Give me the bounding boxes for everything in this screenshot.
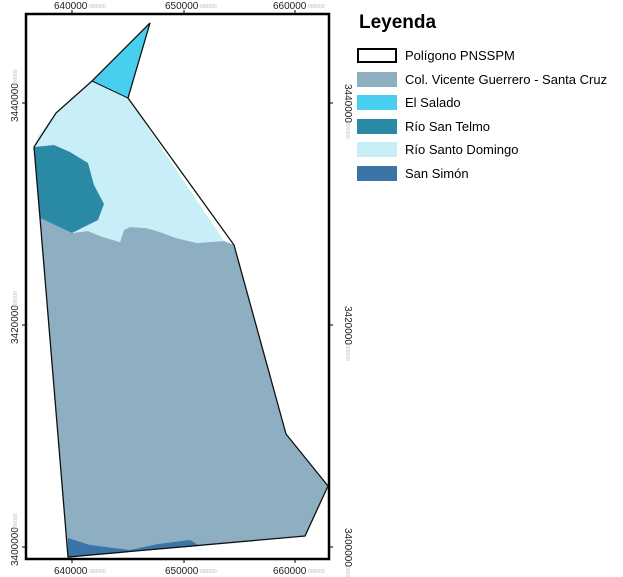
legend-label: El Salado [405, 95, 461, 110]
bottom-ticks [71, 559, 296, 563]
legend-swatch [357, 165, 397, 181]
legend-label: Río Santo Domingo [405, 142, 519, 157]
y-tick-right-1: 3440000 [342, 84, 353, 123]
legend-item: Río San Telmo [357, 118, 623, 135]
region-rio-santo-domingo [34, 81, 224, 243]
x-tick-bottom-3: 660000 [273, 566, 307, 577]
region-vicente-guerrero-santa-cruz [40, 218, 328, 557]
legend-item: Río Santo Domingo [357, 141, 623, 158]
x-tick-top-1-suffix: 000000 [89, 4, 106, 10]
y-tick-right-3: 3400000 [342, 528, 353, 567]
x-tick-bottom-2-suffix: 000000 [200, 569, 217, 575]
legend-item: Polígono PNSSPM [357, 47, 623, 64]
x-tick-top-3: 660000 [273, 1, 307, 12]
y-tick-left-2-suffix: 000000 [13, 291, 19, 308]
x-tick-bottom-2: 650000 [165, 566, 199, 577]
legend-item: Col. Vicente Guerrero - Santa Cruz [357, 71, 623, 88]
y-tick-right-1-suffix: 000000 [344, 122, 350, 139]
legend-label: Col. Vicente Guerrero - Santa Cruz [405, 71, 608, 87]
legend-label: San Simón [405, 165, 469, 181]
legend-label: Río San Telmo [405, 118, 491, 134]
polygon-pnsspm-outline [33, 22, 329, 558]
legend-item: San Simón [357, 165, 623, 182]
x-tick-bottom-1-suffix: 000000 [89, 569, 106, 575]
x-tick-bottom-1: 640000 [54, 566, 88, 577]
region-rio-san-telmo [34, 145, 104, 233]
legend-title: Leyenda [359, 12, 437, 33]
x-tick-top-2: 650000 [165, 1, 199, 12]
y-tick-right-2-suffix: 000000 [344, 344, 350, 361]
legend-items: Polígono PNSSPM Col. Vicente Guerrero - S… [357, 47, 623, 182]
y-tick-right-3-suffix: 000000 [344, 566, 350, 577]
x-tick-top-1: 640000 [54, 1, 88, 12]
legend-label: Polígono PNSSPM [405, 48, 515, 63]
legend-swatch [357, 142, 397, 157]
y-tick-left-3-suffix: 000000 [13, 513, 19, 530]
x-tick-top-3-suffix: 000000 [308, 4, 325, 10]
y-tick-left-1-suffix: 000000 [13, 69, 19, 86]
legend-swatch [357, 95, 397, 110]
x-tick-top-2-suffix: 000000 [200, 4, 217, 10]
legend-swatch [357, 48, 397, 63]
y-tick-left-3: 3400000 [10, 527, 21, 566]
top-ticks [71, 10, 296, 14]
y-tick-left-1: 3440000 [10, 83, 21, 122]
y-tick-left-2: 3420000 [10, 305, 21, 344]
left-ticks [22, 102, 26, 548]
region-el-salado [92, 23, 150, 98]
region-san-simon [68, 538, 200, 557]
legend: Leyenda Polígono PNSSPM Col. Vicente Guer… [357, 12, 623, 188]
x-tick-bottom-3-suffix: 000000 [308, 569, 325, 575]
y-tick-right-2: 3420000 [342, 306, 353, 345]
legend-swatch [357, 71, 397, 87]
legend-item: El Salado [357, 94, 623, 111]
right-ticks [329, 102, 333, 548]
legend-swatch [357, 118, 397, 134]
el-salado-boundary [91, 80, 129, 99]
